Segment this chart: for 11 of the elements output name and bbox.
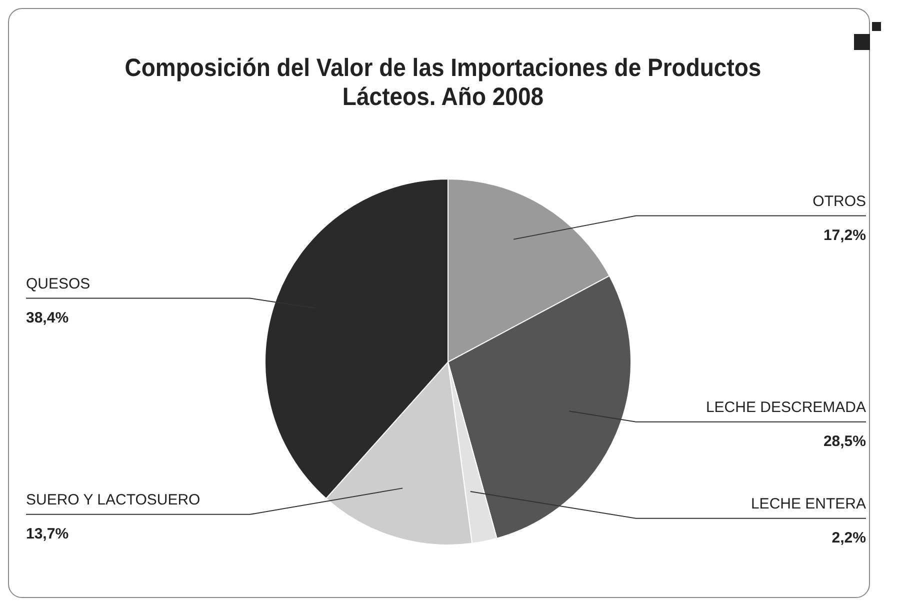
slice-label: QUESOS xyxy=(26,275,90,292)
data-label: 28,5% xyxy=(823,432,866,450)
data-label: 38,4% xyxy=(26,309,69,326)
data-label: 13,7% xyxy=(26,525,69,542)
slice-label: OTROS xyxy=(812,192,866,210)
slice-label: SUERO Y LACTOSUERO xyxy=(26,491,200,508)
slice-label: LECHE ENTERA xyxy=(750,495,866,512)
slice-label: LECHE DESCREMADA xyxy=(706,398,866,416)
data-label: 2,2% xyxy=(832,529,866,546)
chart-title: Composición del Valor de las Importaciones de Productos Lácteos. Año 2008 xyxy=(124,54,762,112)
data-label: 17,2% xyxy=(823,226,866,244)
